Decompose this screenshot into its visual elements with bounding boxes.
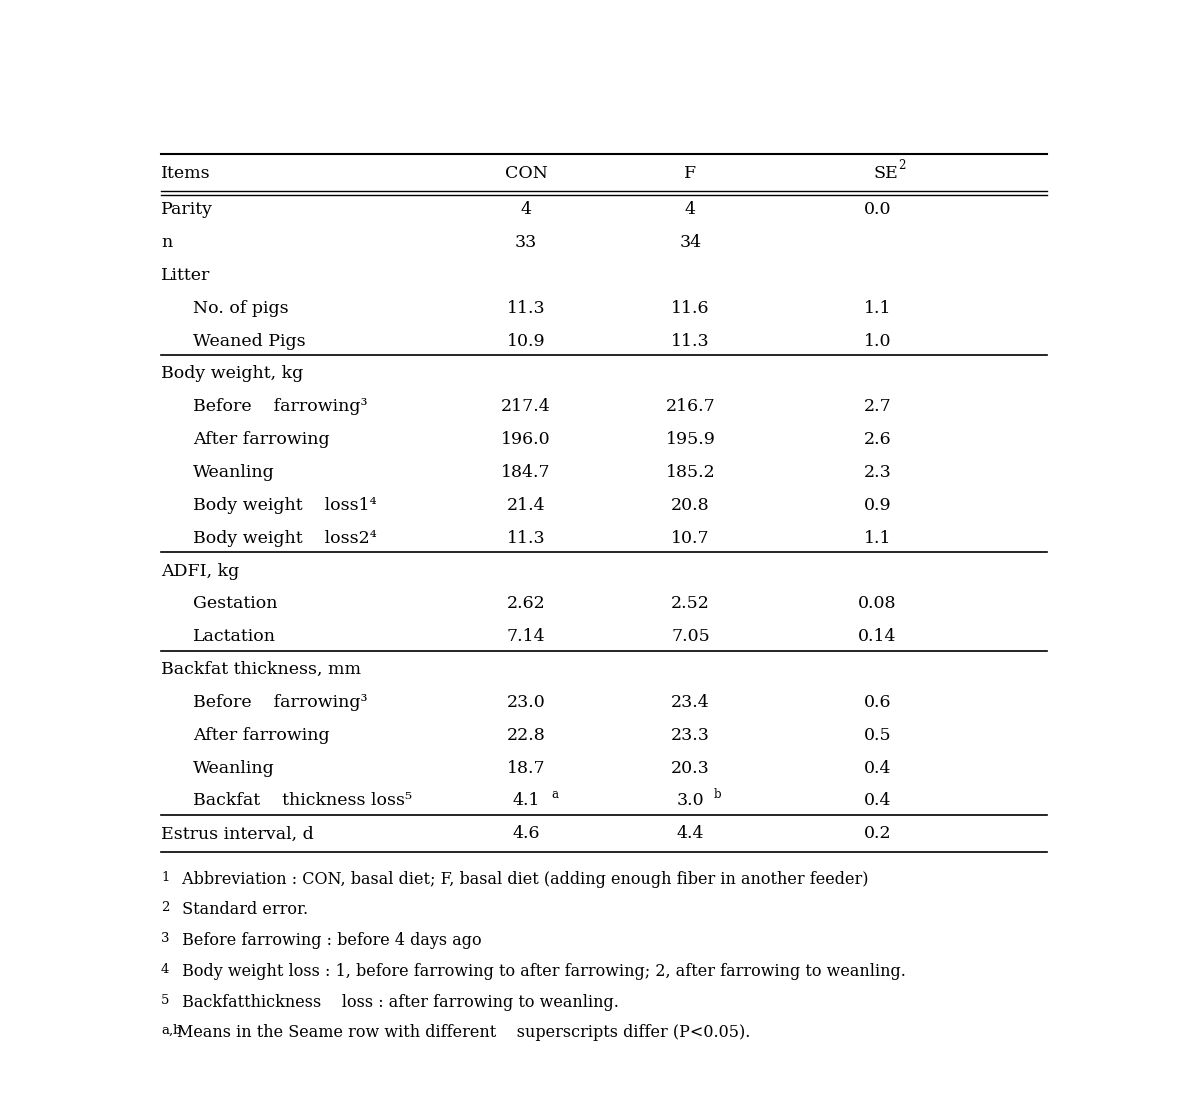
- Text: 0.2: 0.2: [863, 825, 892, 842]
- Text: Backfatthickness    loss : after farrowing to weanling.: Backfatthickness loss : after farrowing …: [178, 994, 620, 1010]
- Text: 0.5: 0.5: [863, 727, 892, 743]
- Text: 11.3: 11.3: [507, 530, 545, 546]
- Text: 2.7: 2.7: [863, 398, 892, 416]
- Text: Lactation: Lactation: [193, 628, 276, 645]
- Text: Parity: Parity: [161, 202, 213, 218]
- Text: Before farrowing : before 4 days ago: Before farrowing : before 4 days ago: [178, 932, 482, 950]
- Text: Body weight    loss1⁴: Body weight loss1⁴: [193, 496, 377, 514]
- Text: 4.4: 4.4: [676, 825, 704, 842]
- Text: 7.05: 7.05: [671, 628, 710, 645]
- Text: Standard error.: Standard error.: [178, 902, 309, 919]
- Text: 0.0: 0.0: [863, 202, 892, 218]
- Text: 0.14: 0.14: [859, 628, 896, 645]
- Text: 10.9: 10.9: [507, 332, 545, 350]
- Text: Weanling: Weanling: [193, 760, 274, 777]
- Text: 10.7: 10.7: [671, 530, 710, 546]
- Text: 4: 4: [521, 202, 531, 218]
- Text: 0.4: 0.4: [863, 792, 892, 810]
- Text: 0.08: 0.08: [859, 595, 896, 613]
- Text: 22.8: 22.8: [507, 727, 545, 743]
- Text: 2.3: 2.3: [863, 464, 892, 481]
- Text: 196.0: 196.0: [502, 431, 551, 448]
- Text: 1.1: 1.1: [863, 300, 892, 317]
- Text: 2.52: 2.52: [671, 595, 710, 613]
- Text: Items: Items: [161, 165, 211, 183]
- Text: 1.1: 1.1: [863, 530, 892, 546]
- Text: 11.3: 11.3: [671, 332, 710, 350]
- Text: a,b: a,b: [161, 1024, 181, 1037]
- Text: 18.7: 18.7: [507, 760, 545, 777]
- Text: 0.9: 0.9: [863, 496, 892, 514]
- Text: 1: 1: [161, 871, 170, 884]
- Text: 2: 2: [161, 902, 170, 914]
- Text: 2.62: 2.62: [507, 595, 545, 613]
- Text: ADFI, kg: ADFI, kg: [161, 563, 239, 579]
- Text: Body weight    loss2⁴: Body weight loss2⁴: [193, 530, 377, 546]
- Text: 216.7: 216.7: [666, 398, 715, 416]
- Text: Body weight loss : 1, before farrowing to after farrowing; 2, after farrowing to: Body weight loss : 1, before farrowing t…: [178, 963, 906, 979]
- Text: 4.6: 4.6: [512, 825, 540, 842]
- Text: 5: 5: [161, 994, 170, 1006]
- Text: 34: 34: [680, 234, 702, 252]
- Text: Gestation: Gestation: [193, 595, 277, 613]
- Text: 4: 4: [684, 202, 696, 218]
- Text: 3: 3: [161, 932, 170, 945]
- Text: 0.6: 0.6: [863, 694, 892, 711]
- Text: 4.1: 4.1: [512, 792, 540, 810]
- Text: 0.4: 0.4: [863, 760, 892, 777]
- Text: Weaned Pigs: Weaned Pigs: [193, 332, 305, 350]
- Text: 11.6: 11.6: [671, 300, 709, 317]
- Text: Weanling: Weanling: [193, 464, 274, 481]
- Text: 20.3: 20.3: [671, 760, 710, 777]
- Text: n: n: [161, 234, 172, 252]
- Text: Means in the Seame row with different    superscripts differ (P<0.05).: Means in the Seame row with different su…: [178, 1024, 750, 1042]
- Text: No. of pigs: No. of pigs: [193, 300, 289, 317]
- Text: Litter: Litter: [161, 267, 211, 284]
- Text: 195.9: 195.9: [666, 431, 715, 448]
- Text: 185.2: 185.2: [666, 464, 715, 481]
- Text: 7.14: 7.14: [507, 628, 545, 645]
- Text: 4: 4: [161, 963, 170, 976]
- Text: Before    farrowing³: Before farrowing³: [193, 694, 368, 711]
- Text: b: b: [714, 788, 721, 801]
- Text: 23.3: 23.3: [671, 727, 710, 743]
- Text: a: a: [551, 788, 558, 801]
- Text: Abbreviation : CON, basal diet; F, basal diet (adding enough fiber in another fe: Abbreviation : CON, basal diet; F, basal…: [178, 871, 869, 888]
- Text: 33: 33: [515, 234, 537, 252]
- Text: 21.4: 21.4: [507, 496, 545, 514]
- Text: SE: SE: [873, 165, 898, 183]
- Text: Before    farrowing³: Before farrowing³: [193, 398, 368, 416]
- Text: 23.4: 23.4: [671, 694, 710, 711]
- Text: CON: CON: [504, 165, 548, 183]
- Text: Backfat thickness, mm: Backfat thickness, mm: [161, 661, 360, 678]
- Text: After farrowing: After farrowing: [193, 727, 330, 743]
- Text: Backfat    thickness loss⁵: Backfat thickness loss⁵: [193, 792, 412, 810]
- Text: F: F: [684, 165, 696, 183]
- Text: Estrus interval, d: Estrus interval, d: [161, 825, 313, 842]
- Text: 2.6: 2.6: [863, 431, 892, 448]
- Text: 23.0: 23.0: [507, 694, 545, 711]
- Text: 20.8: 20.8: [671, 496, 710, 514]
- Text: After farrowing: After farrowing: [193, 431, 330, 448]
- Text: 217.4: 217.4: [502, 398, 551, 416]
- Text: 11.3: 11.3: [507, 300, 545, 317]
- Text: 1.0: 1.0: [863, 332, 892, 350]
- Text: 3.0: 3.0: [676, 792, 704, 810]
- Text: 184.7: 184.7: [502, 464, 551, 481]
- Text: 2: 2: [899, 158, 906, 172]
- Text: Body weight, kg: Body weight, kg: [161, 366, 303, 382]
